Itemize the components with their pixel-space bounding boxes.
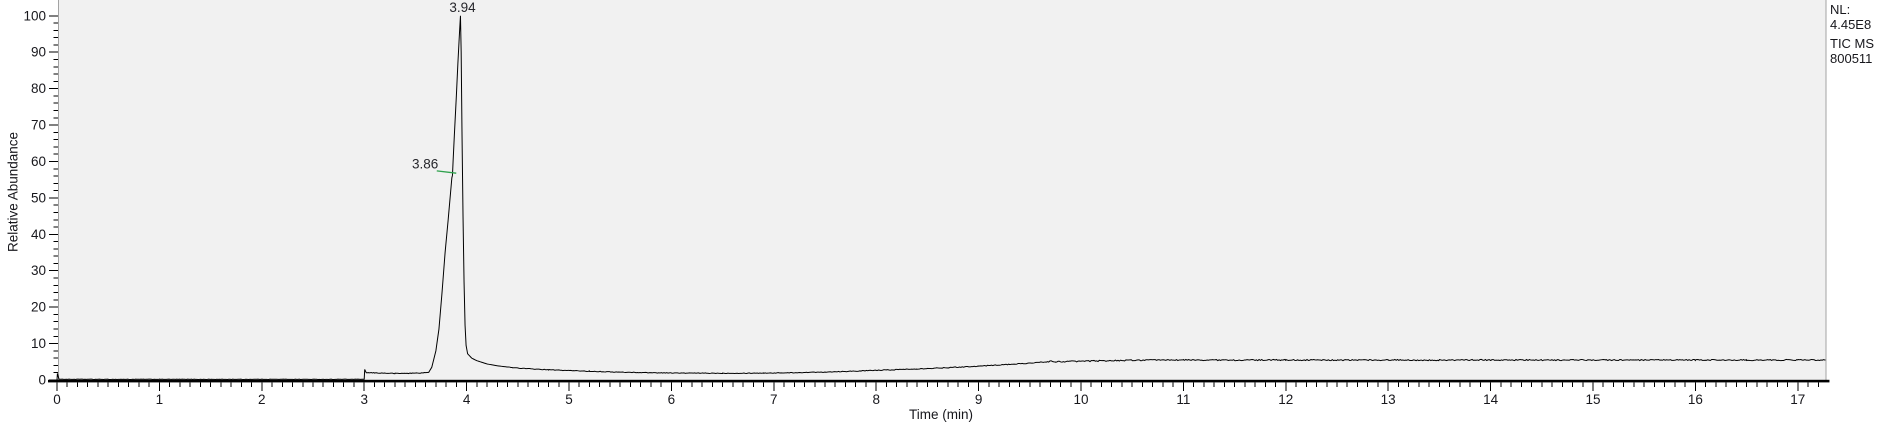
x-tick-label: 11 — [1176, 392, 1190, 407]
nl-raw-file: 800511 — [1830, 51, 1873, 66]
y-tick-marks — [49, 15, 58, 381]
peak-label-shoulder: 3.86 — [412, 156, 438, 171]
nl-label: NL: — [1830, 2, 1851, 17]
peak-label-apex: 3.94 — [449, 0, 476, 15]
x-tick-label: 10 — [1073, 392, 1088, 407]
peak-annotations: 3.94 3.86 — [412, 0, 476, 174]
x-tick-label: 6 — [668, 392, 676, 407]
tic-trace — [56, 15, 1826, 381]
x-tick-label: 13 — [1381, 392, 1396, 407]
x-tick-label: 9 — [975, 392, 983, 407]
x-tick-label: 1 — [156, 392, 164, 407]
y-tick-label: 20 — [31, 300, 46, 315]
x-tick-label: 7 — [770, 392, 778, 407]
nl-value: 4.45E8 — [1830, 17, 1872, 32]
peak-leader-line — [436, 170, 457, 174]
x-tick-label: 4 — [463, 392, 471, 407]
x-tick-label: 15 — [1585, 392, 1600, 407]
y-tick-label: 50 — [31, 190, 46, 205]
y-tick-label: 70 — [31, 118, 46, 133]
x-tick-label: 0 — [53, 392, 61, 407]
plot-area[interactable] — [58, 0, 1826, 380]
y-tick-label: 40 — [31, 227, 46, 242]
x-axis: 0 1 2 3 4 5 6 7 8 9 10 11 12 13 14 15 16 17 — [48, 379, 1830, 407]
y-axis-title: Relative Abundance — [5, 131, 21, 253]
y-tick-label: 60 — [31, 154, 46, 169]
nl-filter: TIC MS — [1830, 36, 1875, 51]
y-tick-label: 90 — [31, 45, 46, 60]
x-axis-line — [48, 379, 1830, 383]
nl-annotation: NL: 4.45E8 TIC MS 800511 — [1830, 2, 1874, 66]
y-axis: 0 10 20 30 40 50 60 70 80 90 100 — [23, 8, 58, 388]
y-tick-label: 80 — [31, 81, 46, 96]
plot-frame — [58, 0, 1827, 380]
x-tick-label: 12 — [1278, 392, 1293, 407]
x-axis-title: Time (min) — [909, 407, 973, 422]
x-tick-label: 5 — [565, 392, 573, 407]
y-tick-label: 30 — [31, 263, 46, 278]
y-tick-label: 0 — [38, 373, 46, 388]
y-tick-label: 10 — [31, 336, 46, 351]
x-tick-label: 14 — [1483, 392, 1499, 407]
y-tick-label: 100 — [23, 8, 46, 23]
x-tick-label: 16 — [1688, 392, 1703, 407]
x-tick-marks — [56, 382, 1819, 391]
x-tick-label: 17 — [1790, 392, 1805, 407]
x-tick-label: 2 — [258, 392, 266, 407]
x-tick-label: 3 — [360, 392, 368, 407]
x-tick-label: 8 — [872, 392, 880, 407]
